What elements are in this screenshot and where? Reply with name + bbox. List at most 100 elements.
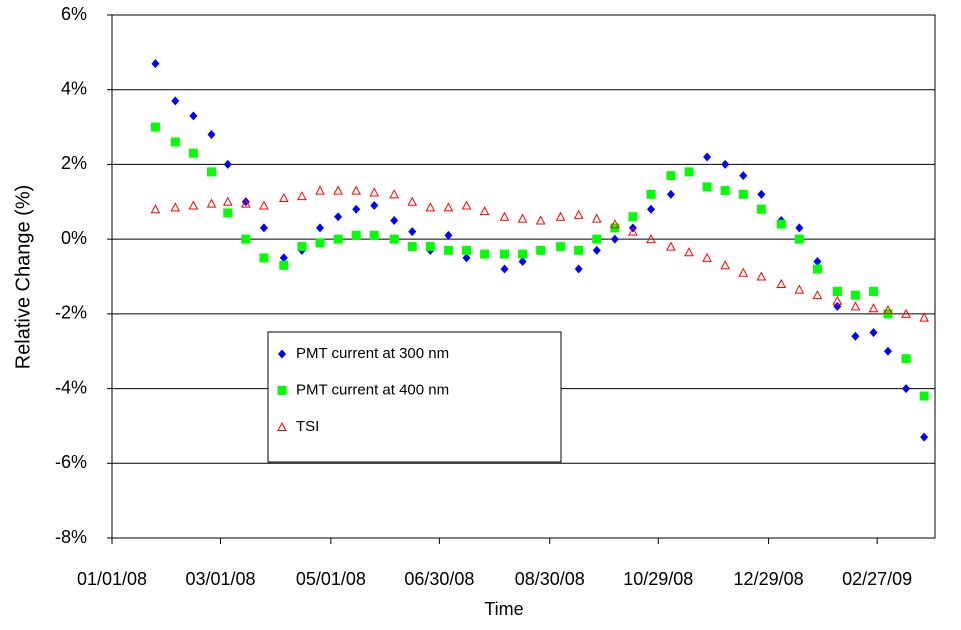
legend-marker [278, 349, 286, 359]
data-point [592, 234, 602, 244]
data-point [151, 59, 160, 69]
x-tick-label: 06/30/08 [404, 569, 474, 589]
data-point [684, 247, 694, 257]
x-tick-label: 10/29/08 [623, 569, 693, 589]
x-tick-label: 03/01/08 [185, 569, 255, 589]
data-point [425, 242, 435, 252]
data-point [628, 212, 638, 222]
data-point [646, 189, 656, 199]
data-point [389, 234, 399, 244]
data-point [666, 171, 676, 181]
data-point [738, 267, 749, 277]
data-point [462, 253, 471, 263]
data-point [334, 212, 343, 222]
data-point [389, 189, 400, 199]
data-point [610, 219, 620, 229]
data-point [756, 271, 767, 281]
data-point [850, 301, 861, 311]
data-point [425, 202, 436, 212]
data-point [479, 206, 490, 216]
data-point [462, 245, 472, 255]
y-tick-label: 4% [61, 78, 87, 98]
data-point [920, 432, 929, 442]
x-tick-label: 12/29/08 [734, 569, 804, 589]
data-point [720, 186, 730, 196]
data-point [868, 303, 879, 313]
data-point [812, 290, 823, 300]
data-point [351, 230, 361, 240]
y-tick-label: -6% [55, 452, 87, 472]
legend-box [267, 331, 562, 463]
data-point [206, 198, 217, 208]
data-point [189, 111, 198, 121]
data-point [556, 242, 566, 252]
data-point [443, 202, 454, 212]
data-point [369, 230, 379, 240]
data-point [702, 252, 712, 262]
data-point [574, 245, 584, 255]
data-point [315, 238, 325, 248]
data-point [170, 202, 181, 212]
data-point [297, 242, 307, 252]
data-point [352, 204, 361, 214]
data-point [794, 234, 804, 244]
data-point [721, 159, 730, 169]
data-point [241, 198, 251, 208]
data-point [646, 234, 656, 244]
data-point [443, 245, 453, 255]
y-tick-label: 2% [61, 153, 87, 173]
legend-marker [277, 386, 287, 395]
data-point [720, 260, 731, 270]
data-point [812, 264, 822, 274]
data-point [206, 167, 216, 177]
data-point [574, 264, 583, 274]
data-point [315, 185, 325, 195]
data-point [573, 209, 584, 219]
y-tick-label: 6% [61, 4, 87, 24]
y-tick-label: -8% [55, 527, 87, 547]
y-tick-label: -2% [55, 303, 87, 323]
data-point [592, 245, 601, 255]
data-point [333, 185, 343, 195]
y-tick-label: 0% [61, 228, 87, 248]
data-point [832, 295, 843, 305]
data-point [333, 234, 343, 244]
x-tick-label: 08/30/08 [515, 569, 585, 589]
data-point [776, 219, 786, 229]
data-point [279, 253, 288, 263]
data-point [851, 331, 860, 341]
data-point [351, 185, 362, 195]
data-point [518, 249, 528, 259]
data-point [444, 230, 453, 240]
data-point [794, 284, 805, 294]
data-point [833, 301, 842, 311]
data-point [832, 286, 842, 296]
data-point [776, 278, 787, 288]
data-point [883, 305, 893, 315]
data-point [738, 189, 748, 199]
data-point [813, 257, 822, 267]
data-point [666, 189, 675, 199]
data-point [207, 130, 216, 140]
data-point [628, 226, 638, 236]
data-point [259, 253, 269, 263]
data-point [500, 249, 510, 259]
y-tick-label: -4% [55, 377, 87, 397]
data-point [536, 245, 546, 255]
data-point [702, 182, 712, 192]
plot-frame [111, 14, 936, 539]
data-point [869, 286, 879, 296]
data-point [850, 290, 860, 300]
data-point [150, 122, 160, 132]
data-point [222, 196, 233, 206]
data-point [461, 200, 472, 210]
data-point [390, 215, 399, 225]
data-point [647, 204, 656, 214]
data-point [241, 234, 251, 244]
data-point [223, 208, 233, 218]
data-point [408, 227, 417, 237]
data-point [591, 213, 602, 223]
data-point [370, 201, 379, 211]
data-point [500, 264, 509, 274]
